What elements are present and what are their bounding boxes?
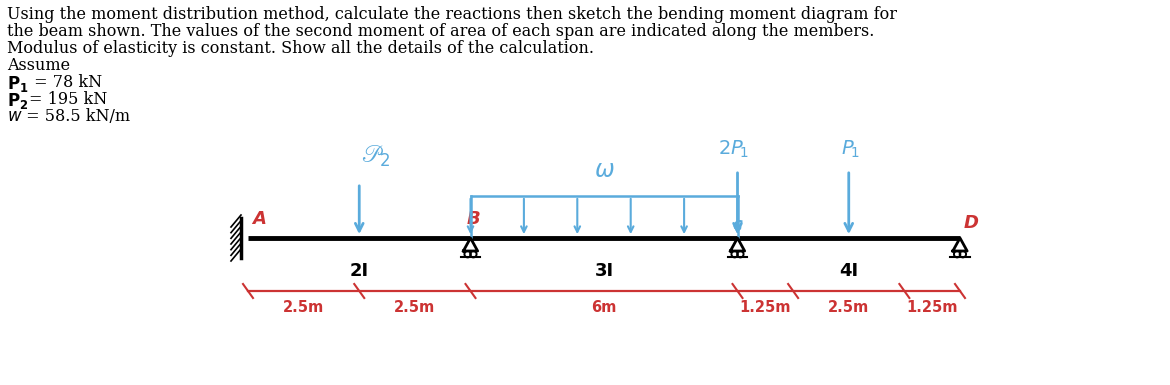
Text: B: B [467, 210, 480, 228]
Text: $\mathscr{P}_{\!2}$: $\mathscr{P}_{\!2}$ [362, 144, 391, 169]
Text: c: c [732, 216, 743, 234]
Text: 2I: 2I [350, 262, 369, 280]
Text: D: D [964, 214, 979, 232]
Text: = 195 kN: = 195 kN [29, 91, 108, 108]
Text: 1.25m: 1.25m [907, 300, 958, 315]
Text: Using the moment distribution method, calculate the reactions then sketch the be: Using the moment distribution method, ca… [7, 6, 897, 23]
Text: 2.5m: 2.5m [283, 300, 324, 315]
Text: A: A [252, 210, 266, 228]
Text: Assume: Assume [7, 57, 70, 74]
Text: $\mathbf{P_1}$: $\mathbf{P_1}$ [7, 74, 28, 94]
Text: the beam shown. The values of the second moment of area of each span are indicat: the beam shown. The values of the second… [7, 23, 874, 40]
Text: $P_{\!1}$: $P_{\!1}$ [841, 139, 860, 160]
Text: $\mathbf{P_2}$: $\mathbf{P_2}$ [7, 91, 28, 111]
Text: 1.25m: 1.25m [739, 300, 791, 315]
Text: 2.5m: 2.5m [828, 300, 869, 315]
Text: = 58.5 kN/m: = 58.5 kN/m [21, 108, 130, 125]
Text: 2.5m: 2.5m [394, 300, 435, 315]
Text: 3I: 3I [594, 262, 613, 280]
Text: $2P_{\!1}$: $2P_{\!1}$ [718, 139, 749, 160]
Text: $\omega$: $\omega$ [593, 158, 614, 182]
Text: 6m: 6m [591, 300, 617, 315]
Text: 4I: 4I [839, 262, 859, 280]
Text: = 78 kN: = 78 kN [29, 74, 102, 91]
Text: Modulus of elasticity is constant. Show all the details of the calculation.: Modulus of elasticity is constant. Show … [7, 40, 594, 57]
Text: $\mathit{w}$: $\mathit{w}$ [7, 108, 22, 125]
